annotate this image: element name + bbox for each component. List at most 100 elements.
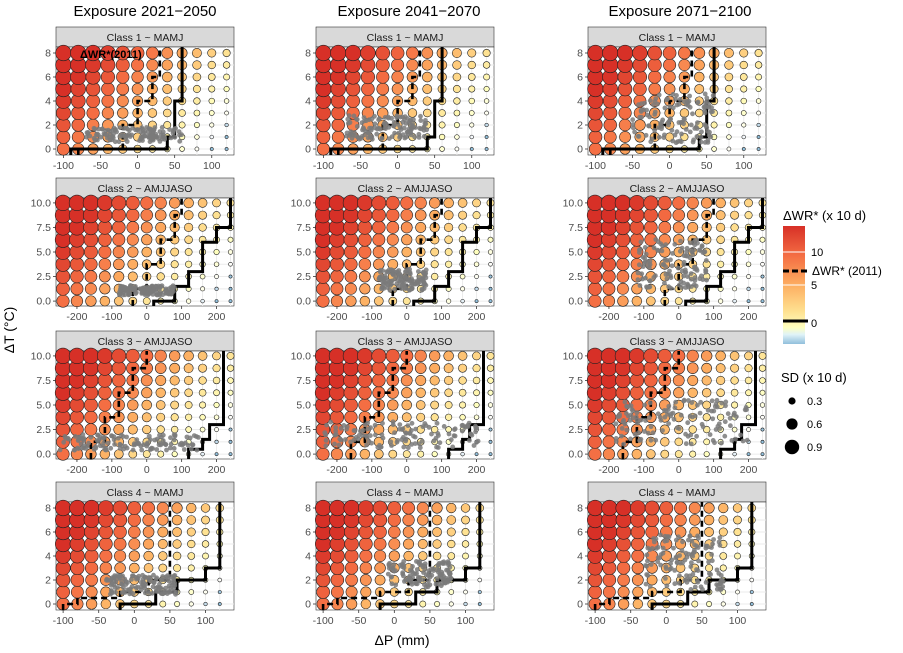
response-point: [631, 561, 645, 575]
trajectory-point: [702, 140, 708, 145]
y-tick-label: 0: [45, 599, 51, 611]
y-tick-label: 0: [45, 144, 51, 156]
response-point: [723, 48, 734, 58]
trajectory-point: [390, 272, 396, 278]
response-point: [735, 589, 740, 595]
response-point: [701, 388, 712, 398]
trajectory-point: [648, 424, 654, 430]
response-point: [84, 282, 97, 295]
trajectory-point: [669, 263, 675, 269]
response-point: [359, 561, 373, 575]
response-point: [473, 389, 480, 397]
trajectory-point: [713, 401, 719, 407]
x-tick-label: 50: [164, 615, 176, 627]
response-point: [731, 273, 738, 280]
response-point: [372, 220, 386, 235]
trajectory-point: [157, 585, 162, 591]
response-point: [729, 198, 740, 208]
trajectory-point: [647, 584, 653, 589]
response-point: [116, 95, 129, 107]
response-point: [632, 45, 648, 61]
response-point: [710, 121, 718, 129]
response-point: [169, 362, 181, 374]
response-point: [603, 118, 617, 132]
response-point: [488, 262, 493, 267]
response-point: [754, 61, 763, 69]
response-point: [116, 70, 130, 84]
response-point: [472, 364, 481, 373]
trajectory-point: [172, 134, 178, 140]
trajectory-point: [706, 559, 711, 565]
trajectory-point: [653, 273, 658, 279]
y-tick-label: 8: [45, 48, 51, 60]
trajectory-point: [154, 436, 160, 442]
trajectory-point: [105, 440, 111, 446]
response-point: [200, 298, 205, 304]
trajectory-point: [354, 124, 360, 129]
y-tick-label: 4: [577, 551, 583, 563]
response-point: [98, 398, 112, 412]
column-title-2: Exposure 2041−2070: [337, 3, 480, 20]
response-point: [402, 501, 416, 515]
trajectory-point: [621, 418, 626, 423]
response-point: [730, 223, 739, 232]
trajectory-point: [635, 270, 641, 276]
trajectory-point: [701, 104, 707, 110]
response-point: [141, 399, 152, 411]
trajectory-point: [697, 276, 703, 282]
facet-strip-label: Class 4 ~ MAMJ: [107, 487, 184, 499]
response-point: [183, 197, 194, 209]
trajectory-point: [169, 286, 175, 292]
response-point: [330, 282, 344, 296]
response-point: [678, 46, 691, 60]
trajectory-point: [153, 576, 159, 582]
response-point: [459, 414, 466, 421]
response-point: [716, 248, 725, 256]
response-point: [414, 362, 427, 374]
response-point: [406, 58, 419, 72]
response-point: [114, 296, 124, 306]
response-point: [99, 561, 112, 575]
response-point: [756, 110, 761, 116]
response-point: [223, 98, 230, 104]
response-point: [141, 412, 152, 423]
response-point: [401, 234, 413, 246]
response-point: [376, 82, 390, 96]
response-point: [674, 437, 683, 447]
trajectory-point: [390, 268, 396, 273]
response-point: [387, 501, 402, 515]
contour-2011: [61, 502, 172, 610]
response-point: [86, 94, 100, 108]
trajectory-point: [126, 127, 132, 133]
response-point: [672, 208, 685, 222]
response-point: [111, 195, 127, 211]
response-point: [84, 423, 98, 436]
response-point: [483, 98, 490, 104]
response-point: [228, 427, 233, 432]
size-legend-label-0.9: 0.9: [807, 442, 822, 454]
response-point: [168, 350, 181, 362]
response-point: [371, 208, 386, 223]
trajectory-point: [728, 423, 733, 429]
trajectory-point: [191, 433, 197, 438]
response-point: [734, 552, 741, 560]
trajectory-point: [96, 438, 101, 444]
trajectory-point: [644, 284, 649, 290]
trajectory-point: [390, 419, 396, 425]
trajectory-point: [697, 410, 703, 416]
trajectory-point: [411, 433, 416, 439]
response-point: [112, 373, 126, 388]
size-legend-dot-0.6: [786, 418, 798, 430]
trajectory-point: [115, 573, 120, 578]
trajectory-point: [379, 136, 385, 142]
trajectory-point: [405, 116, 410, 121]
x-tick-label: -200: [66, 464, 87, 476]
response-point: [415, 387, 426, 398]
response-point: [744, 211, 753, 220]
trajectory-point: [619, 433, 624, 439]
response-point: [344, 282, 357, 295]
trajectory-point: [352, 428, 358, 433]
response-point: [630, 500, 646, 516]
trajectory-point: [647, 284, 653, 290]
